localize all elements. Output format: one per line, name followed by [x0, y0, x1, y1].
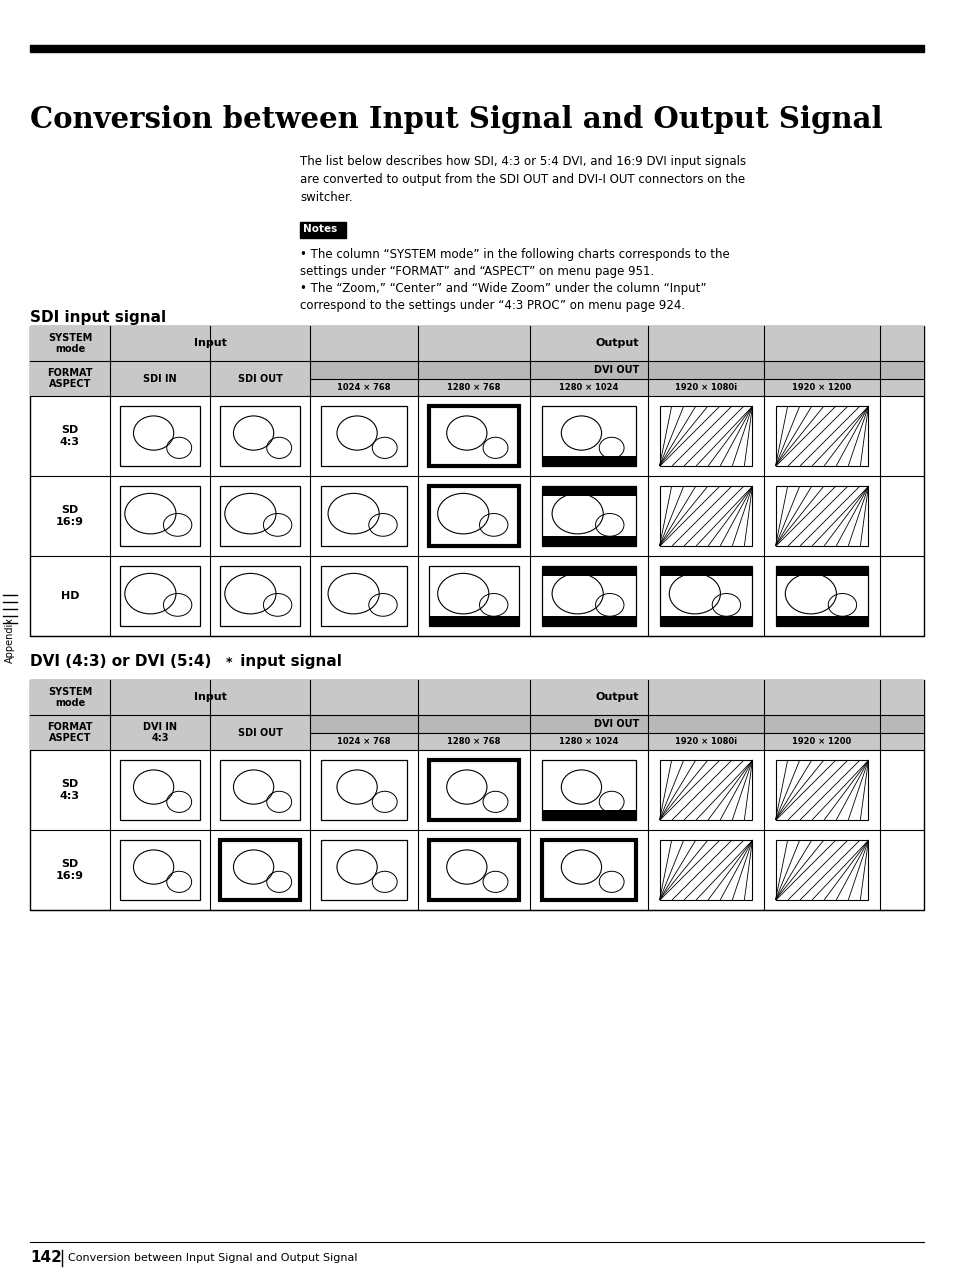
Bar	[659, 567, 752, 626]
Bar	[775, 406, 867, 465]
Text: SYSTEM
mode: SYSTEM mode	[48, 687, 92, 708]
Text: 1920 × 1080i: 1920 × 1080i	[674, 736, 737, 745]
Bar	[310, 715, 923, 733]
Bar	[220, 487, 299, 545]
Bar	[541, 487, 636, 545]
Text: SDI IN: SDI IN	[143, 373, 176, 383]
Text: SD
16:9: SD 16:9	[56, 506, 84, 527]
Bar	[429, 615, 518, 626]
Bar	[220, 841, 299, 899]
Text: SD
16:9: SD 16:9	[56, 859, 84, 880]
Text: 142: 142	[30, 1251, 62, 1265]
Bar	[120, 487, 200, 545]
Text: SD
4:3: SD 4:3	[60, 780, 80, 801]
Text: 1024 × 768: 1024 × 768	[337, 382, 391, 391]
Text: SDI OUT: SDI OUT	[237, 727, 282, 738]
Bar	[429, 487, 518, 545]
Bar	[541, 456, 636, 465]
Text: Conversion between Input Signal and Output Signal: Conversion between Input Signal and Outp…	[68, 1254, 357, 1263]
Bar	[30, 326, 923, 361]
Bar	[30, 326, 923, 636]
Bar	[30, 45, 923, 52]
Bar	[220, 406, 299, 465]
Bar	[120, 406, 200, 465]
Text: • The “Zoom,” “Center” and “Wide Zoom” under the column “Input”
correspond to th: • The “Zoom,” “Center” and “Wide Zoom” u…	[299, 282, 706, 312]
Text: Output: Output	[595, 339, 639, 349]
Bar	[320, 841, 407, 899]
Bar	[541, 615, 636, 626]
Text: FORMAT
ASPECT: FORMAT ASPECT	[48, 721, 92, 743]
Bar	[429, 761, 518, 819]
Bar	[220, 567, 299, 626]
Text: 1920 × 1080i: 1920 × 1080i	[674, 382, 737, 391]
Bar	[30, 715, 923, 750]
Text: Notes: Notes	[303, 224, 337, 234]
Bar	[541, 809, 636, 819]
Bar	[310, 361, 923, 378]
Bar	[320, 406, 407, 465]
Text: SDI OUT: SDI OUT	[237, 373, 282, 383]
Bar	[541, 567, 636, 576]
Bar	[30, 680, 923, 715]
Bar	[299, 222, 346, 238]
Bar	[659, 567, 752, 576]
Text: DVI OUT: DVI OUT	[594, 719, 639, 729]
Text: 1280 × 768: 1280 × 768	[447, 736, 500, 745]
Text: *: *	[226, 656, 233, 669]
Bar	[320, 567, 407, 626]
Bar	[659, 406, 752, 465]
Text: Input: Input	[193, 693, 226, 702]
Bar	[775, 567, 867, 626]
Bar	[775, 487, 867, 545]
Text: input signal: input signal	[234, 654, 341, 669]
Text: The list below describes how SDI, 4:3 or 5:4 DVI, and 16:9 DVI input signals
are: The list below describes how SDI, 4:3 or…	[299, 155, 745, 204]
Bar	[30, 361, 923, 396]
Text: • The column “SYSTEM mode” in the following charts corresponds to the
settings u: • The column “SYSTEM mode” in the follow…	[299, 248, 729, 279]
Bar	[659, 761, 752, 819]
Text: Conversion between Input Signal and Output Signal: Conversion between Input Signal and Outp…	[30, 104, 882, 134]
Text: Output: Output	[595, 693, 639, 702]
Bar	[320, 761, 407, 819]
Bar	[320, 487, 407, 545]
Bar	[429, 567, 518, 626]
Bar	[775, 761, 867, 819]
Bar	[541, 487, 636, 497]
Bar	[541, 535, 636, 545]
Bar	[541, 567, 636, 626]
Bar	[775, 567, 867, 576]
Text: 1280 × 1024: 1280 × 1024	[558, 382, 618, 391]
Bar	[775, 615, 867, 626]
Bar	[659, 615, 752, 626]
Bar	[659, 487, 752, 545]
Text: SD
4:3: SD 4:3	[60, 426, 80, 447]
Text: SYSTEM
mode: SYSTEM mode	[48, 333, 92, 354]
Bar	[120, 567, 200, 626]
Bar	[30, 680, 923, 910]
Text: HD: HD	[61, 591, 79, 601]
Bar	[775, 841, 867, 899]
Text: Input: Input	[193, 339, 226, 349]
Text: Appendix: Appendix	[5, 617, 15, 662]
Text: SDI input signal: SDI input signal	[30, 310, 166, 325]
Text: 1024 × 768: 1024 × 768	[337, 736, 391, 745]
Bar	[429, 406, 518, 465]
Bar	[541, 841, 636, 899]
Text: DVI (4:3) or DVI (5:4): DVI (4:3) or DVI (5:4)	[30, 654, 212, 669]
Bar	[120, 841, 200, 899]
Text: FORMAT
ASPECT: FORMAT ASPECT	[48, 368, 92, 390]
Text: 1920 × 1200: 1920 × 1200	[792, 382, 851, 391]
Bar	[220, 761, 299, 819]
Text: 1920 × 1200: 1920 × 1200	[792, 736, 851, 745]
Bar	[659, 841, 752, 899]
Bar	[429, 841, 518, 899]
Text: 1280 × 1024: 1280 × 1024	[558, 736, 618, 745]
Bar	[541, 761, 636, 819]
Bar	[120, 761, 200, 819]
Text: DVI OUT: DVI OUT	[594, 364, 639, 375]
Bar	[541, 406, 636, 465]
Text: 1280 × 768: 1280 × 768	[447, 382, 500, 391]
Text: DVI IN
4:3: DVI IN 4:3	[143, 721, 177, 743]
